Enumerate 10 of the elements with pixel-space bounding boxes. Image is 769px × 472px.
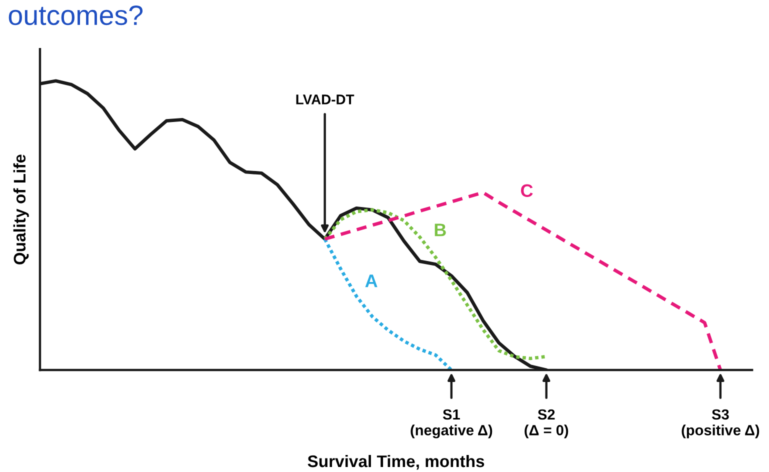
x-tick-label: S1 (negative Δ)	[410, 409, 492, 438]
y-axis-title: Quality of Life	[13, 154, 29, 264]
x-axis-title: Survival Time, months	[308, 454, 484, 470]
series-label: C	[521, 184, 533, 197]
series-label: B	[434, 224, 446, 236]
series-label: A	[365, 274, 378, 288]
chart-title: outcomes?	[8, 5, 143, 26]
x-tick-label: S2 (Δ = 0)	[524, 409, 568, 438]
x-tick-label: S3 (positive Δ)	[682, 409, 760, 438]
annotation: LVAD-DT	[296, 94, 354, 104]
